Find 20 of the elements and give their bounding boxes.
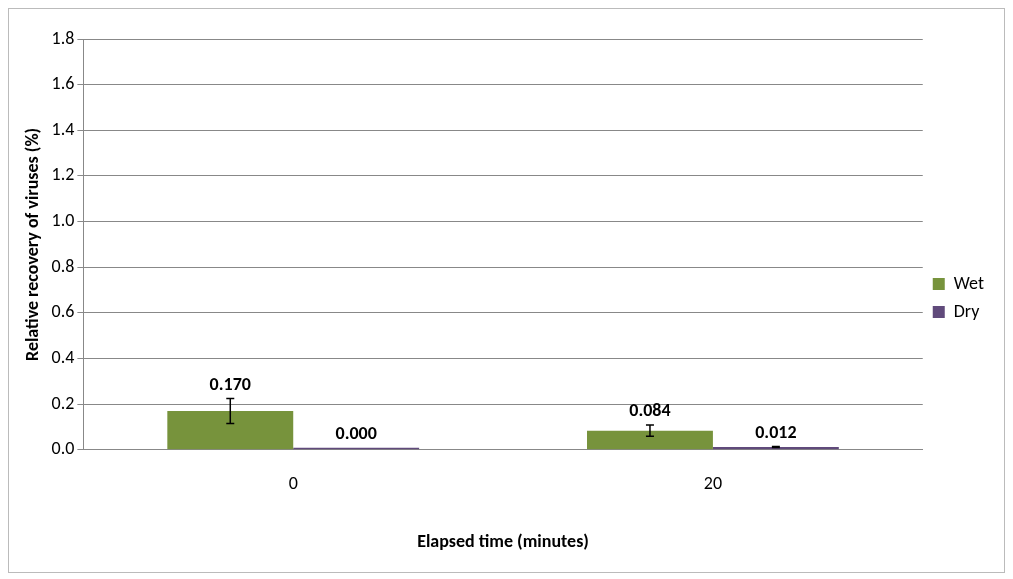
legend-label: Dry	[953, 299, 981, 322]
data-label: 0.000	[335, 422, 377, 445]
data-label: 0.012	[755, 421, 797, 444]
y-tick-label: 0.0	[51, 437, 75, 460]
x-axis-title: Elapsed time (minutes)	[417, 529, 589, 552]
y-tick-label: 1.6	[51, 72, 75, 95]
y-tick-label: 1.8	[51, 26, 75, 49]
y-tick-label: 0.6	[51, 300, 75, 323]
y-tick-label: 0.8	[51, 254, 75, 277]
y-axis-title: Relative recovery of viruses (%)	[21, 127, 44, 361]
x-tick-label: 0	[288, 472, 298, 495]
y-tick-label: 1.2	[51, 163, 75, 186]
data-label: 0.170	[209, 372, 251, 395]
legend-label: Wet	[953, 271, 985, 294]
y-tick-label: 0.4	[51, 346, 75, 369]
x-tick-label: 20	[703, 472, 723, 495]
data-label: 0.084	[629, 399, 671, 422]
y-tick-label: 0.2	[51, 391, 75, 414]
y-tick-label: 1.0	[51, 209, 75, 232]
y-tick-label: 1.4	[51, 117, 75, 140]
